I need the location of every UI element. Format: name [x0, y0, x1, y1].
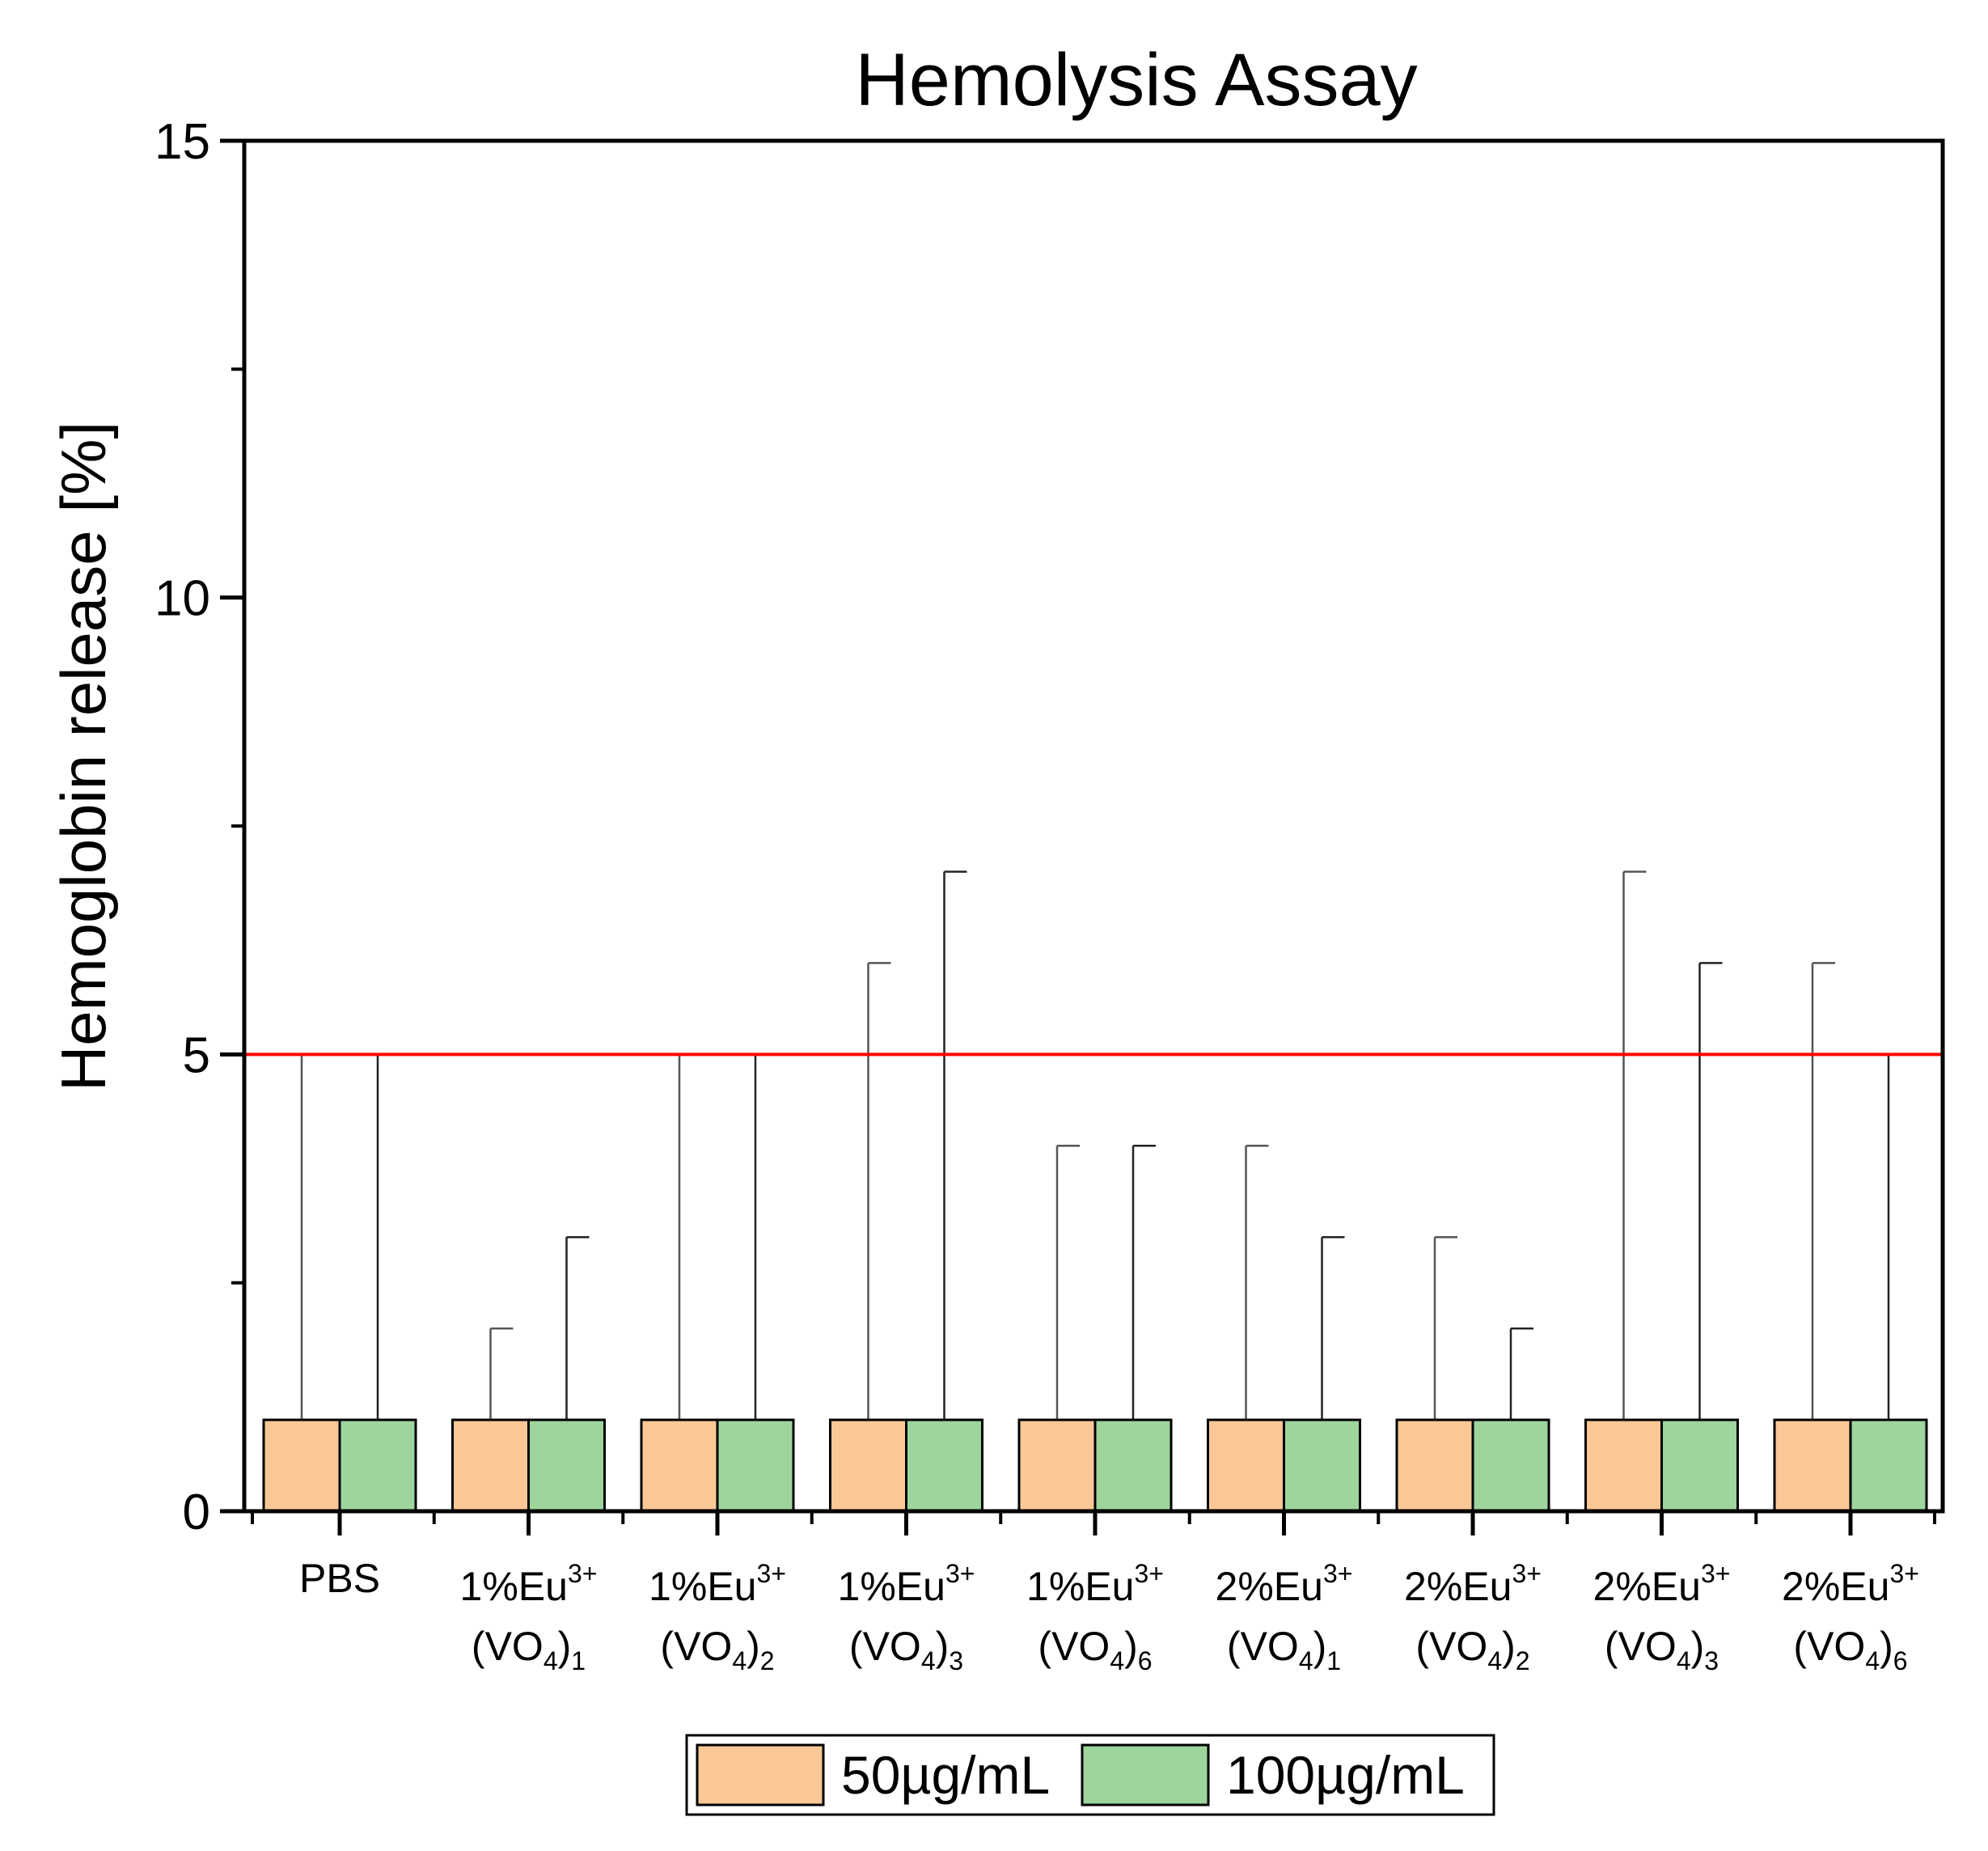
bar-100-1 — [527, 1418, 606, 1513]
legend: 50µg/mL 100µg/mL — [685, 1734, 1495, 1816]
x-tick-label-7-line2: (VO4)3 — [1605, 1624, 1719, 1675]
bar-100-5 — [1283, 1418, 1361, 1513]
bar-100-7 — [1660, 1418, 1739, 1513]
bar-50-3 — [829, 1418, 907, 1513]
y-tick-label-0: 0 — [183, 1485, 210, 1540]
x-tick-label-2-line2: (VO4)2 — [660, 1624, 774, 1675]
x-tick-label-5-line1: 2%Eu3+ — [1216, 1559, 1353, 1609]
legend-label-100: 100µg/mL — [1226, 1745, 1465, 1805]
x-tick-label-7-line1: 2%Eu3+ — [1593, 1559, 1731, 1609]
bar-100-6 — [1471, 1418, 1550, 1513]
plot-area: 0 5 10 15 PBS 1%Eu3+ (VO4)1 1%Eu3+ (VO4)2 1%Eu3+ (… — [154, 114, 1945, 1816]
x-tick-label-6-line2: (VO4)2 — [1415, 1624, 1529, 1675]
x-tick-label-1-line2: (VO4)1 — [472, 1624, 586, 1675]
bar-50-5 — [1207, 1418, 1285, 1513]
bar-50-1 — [451, 1418, 530, 1513]
x-tick-label-3-line1: 1%Eu3+ — [838, 1559, 975, 1609]
y-axis-label: Hemoglobin release [%] — [48, 421, 119, 1091]
legend-swatch-100 — [1081, 1743, 1210, 1807]
x-tick-label-6-line1: 2%Eu3+ — [1404, 1559, 1542, 1609]
x-tick-label-2-line1: 1%Eu3+ — [649, 1559, 786, 1609]
x-tick-label-3-line2: (VO4)3 — [849, 1624, 963, 1675]
bar-100-8 — [1849, 1418, 1928, 1513]
bar-100-0 — [338, 1418, 417, 1513]
bar-50-4 — [1017, 1418, 1097, 1513]
x-tick-label-8-line1: 2%Eu3+ — [1782, 1559, 1919, 1609]
bar-50-2 — [640, 1418, 719, 1513]
x-tick-label-4-line1: 1%Eu3+ — [1026, 1559, 1164, 1609]
bar-50-0 — [262, 1418, 341, 1513]
legend-swatch-50 — [696, 1743, 825, 1807]
y-tick-label-5: 5 — [183, 1027, 210, 1083]
x-tick-label-8-line2: (VO4)6 — [1793, 1624, 1907, 1675]
x-tick-label-5-line2: (VO4)1 — [1227, 1624, 1341, 1675]
bar-50-7 — [1584, 1418, 1663, 1513]
bar-50-6 — [1395, 1418, 1474, 1513]
bar-50-8 — [1773, 1418, 1852, 1513]
x-tick-label-1-line1: 1%Eu3+ — [460, 1559, 598, 1609]
y-tick-label-15: 15 — [154, 114, 210, 170]
bar-100-3 — [905, 1418, 983, 1513]
legend-label-50: 50µg/mL — [841, 1745, 1050, 1805]
bar-100-4 — [1093, 1418, 1173, 1513]
y-tick-label-10: 10 — [154, 571, 210, 627]
bar-100-2 — [716, 1418, 795, 1513]
x-tick-label-0: PBS — [299, 1556, 380, 1601]
chart-title: Hemolysis Assay — [855, 39, 1417, 121]
x-tick-label-4-line2: (VO4)6 — [1038, 1624, 1152, 1675]
